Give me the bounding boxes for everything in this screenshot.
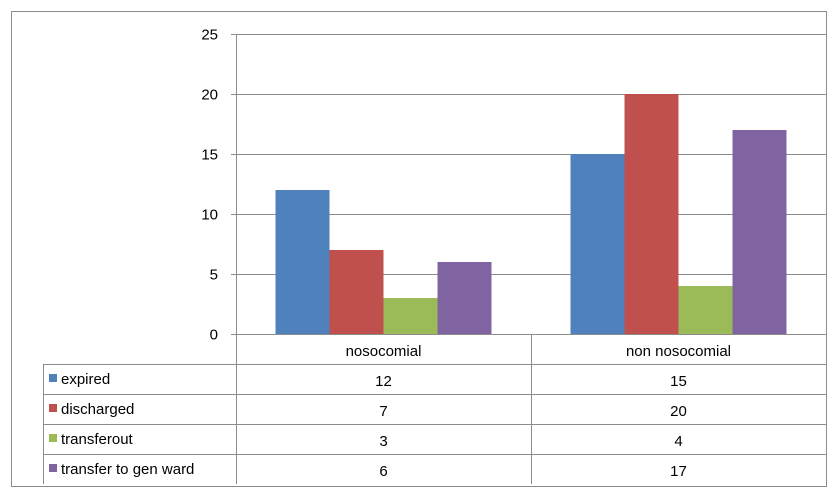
legend-key [49,404,57,412]
y-tick-label: 0 [210,327,218,344]
bar [275,190,330,334]
legend-key [49,464,57,472]
data-value: 20 [670,403,687,420]
data-value: 4 [674,433,682,450]
bars [275,94,787,334]
data-value: 12 [375,373,392,390]
data-value: 6 [379,463,387,480]
data-value: 7 [379,403,387,420]
bar [570,154,625,334]
y-tick-label: 10 [201,207,218,224]
series-name: transferout [61,431,134,448]
bar [437,262,492,334]
y-tick-label: 15 [201,147,218,164]
y-tick-label: 25 [201,27,218,44]
series-name: discharged [61,401,134,418]
bar [329,250,384,334]
data-value: 3 [379,433,387,450]
data-value: 15 [670,373,687,390]
data-value: 17 [670,463,687,480]
data-table: nosocomial non nosocomial expired 12 15 disch… [43,334,827,484]
bar [678,286,733,334]
series-name: transfer to gen ward [61,461,194,478]
series-name: expired [61,371,110,388]
legend-key [49,374,57,382]
y-tick-label: 20 [201,87,218,104]
y-tick-label: 5 [210,267,218,284]
chart-frame [11,11,827,487]
bar [383,298,438,334]
category-label: nosocomial [346,343,422,360]
legend-key [49,434,57,442]
bar [624,94,679,334]
category-label: non nosocomial [626,343,731,360]
y-axis: 0 5 10 15 20 25 [201,27,237,344]
bar [732,130,787,334]
